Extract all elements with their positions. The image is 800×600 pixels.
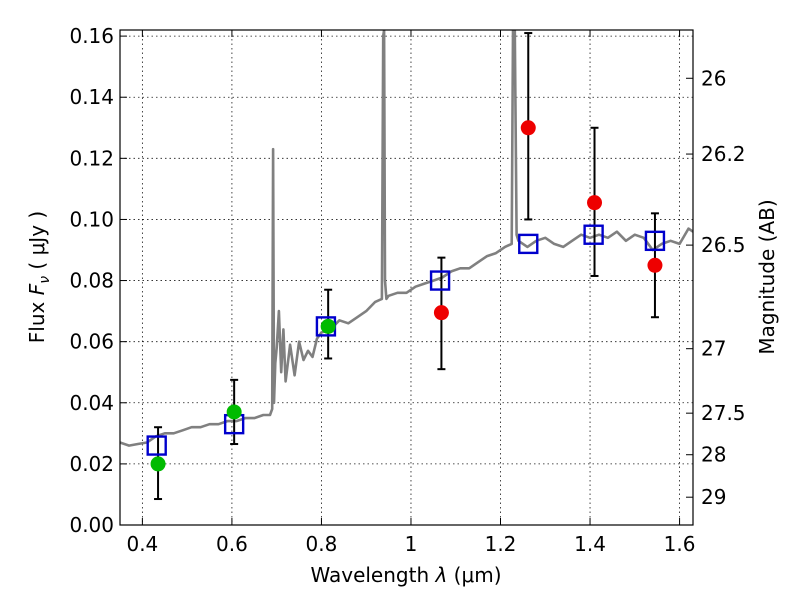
y-axis-nu: ν [37, 276, 53, 284]
x-tick-label: 1.6 [664, 532, 696, 556]
y-tick-label: 0.10 [69, 207, 114, 231]
grid-layer [120, 30, 693, 525]
model-box [644, 230, 666, 252]
marker-layer [146, 32, 666, 501]
right-tick-label: 26 [701, 66, 726, 90]
right-tick-label: 27.5 [701, 401, 746, 425]
x-tick-label: 1.2 [485, 532, 517, 556]
green-point [150, 456, 166, 472]
axes-frame [119, 29, 694, 526]
red-point [587, 195, 603, 211]
y-tick-label: 0.02 [69, 452, 114, 476]
red-point [647, 257, 663, 273]
model-box [429, 270, 451, 291]
right-tick-label: 29 [701, 485, 726, 509]
y-tick-label: 0.14 [69, 85, 114, 109]
model-box [583, 224, 604, 245]
right-tick-label: 28 [701, 443, 726, 467]
right-tick-label: 26.5 [701, 233, 746, 257]
green-point [226, 404, 242, 420]
model-box [518, 233, 539, 255]
spectrum-line [120, 30, 693, 447]
right-tick-label: 27 [701, 337, 726, 361]
y-tick-label: 0.08 [69, 269, 114, 293]
y-axis-label: Flux Fν ( μJy ) [25, 211, 53, 343]
y-tick-label: 0.00 [69, 513, 114, 537]
right-axis-label: Magnitude (AB) [755, 199, 779, 354]
red-point [520, 120, 536, 136]
x-tick-label: 0.8 [306, 532, 338, 556]
model-box [146, 435, 167, 456]
red-point [433, 305, 449, 321]
x-tick-label: 0.6 [216, 532, 248, 556]
x-axis-lambda: λ [434, 563, 447, 587]
green-point [320, 318, 336, 334]
y-tick-label: 0.16 [69, 24, 114, 48]
y-tick-label: 0.06 [69, 330, 114, 354]
x-tick-label: 1 [405, 532, 418, 556]
x-axis-label: Wavelength λ (μm) [310, 563, 501, 587]
right-tick-label: 26.2 [701, 142, 746, 166]
plot-area [120, 30, 693, 447]
x-tick-label: 0.4 [126, 532, 158, 556]
y-tick-label: 0.04 [69, 391, 114, 415]
tick-layer: 0.4 0.6 0.8 1 1.2 1.4 1.6 0.00 0.02 0.04 0.06 0.08 0… [69, 24, 745, 556]
y-axis-f: F [25, 283, 49, 295]
y-tick-label: 0.12 [69, 146, 114, 170]
x-tick-label: 1.4 [574, 532, 606, 556]
